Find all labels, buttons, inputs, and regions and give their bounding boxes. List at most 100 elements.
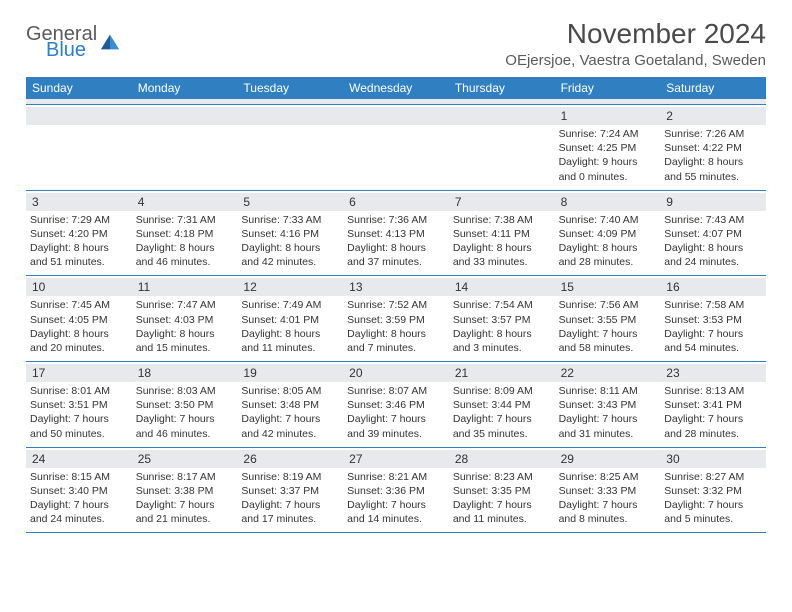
sunrise-line: Sunrise: 8:15 AM [30, 470, 128, 484]
dow-cell: Thursday [449, 77, 555, 99]
day-cell: 9Sunrise: 7:43 AMSunset: 4:07 PMDaylight… [660, 191, 766, 276]
sunset-line: Sunset: 4:18 PM [136, 227, 234, 241]
day-number: 3 [26, 193, 132, 211]
dow-cell: Monday [132, 77, 238, 99]
sunset-line: Sunset: 3:33 PM [559, 484, 657, 498]
daylight-line1: Daylight: 8 hours [30, 327, 128, 341]
daylight-line1: Daylight: 7 hours [559, 498, 657, 512]
sunrise-line: Sunrise: 8:01 AM [30, 384, 128, 398]
daylight-line2: and 42 minutes. [241, 255, 339, 269]
day-number: 5 [237, 193, 343, 211]
day-number: 12 [237, 278, 343, 296]
sunset-line: Sunset: 3:40 PM [30, 484, 128, 498]
day-number: 16 [660, 278, 766, 296]
daylight-line1: Daylight: 7 hours [559, 412, 657, 426]
location-subtitle: OEjersjoe, Vaestra Goetaland, Sweden [505, 52, 766, 69]
day-number: 30 [660, 450, 766, 468]
daylight-line1: Daylight: 7 hours [559, 327, 657, 341]
day-cell: 5Sunrise: 7:33 AMSunset: 4:16 PMDaylight… [237, 191, 343, 276]
day-cell: 12Sunrise: 7:49 AMSunset: 4:01 PMDayligh… [237, 276, 343, 361]
week-row: 17Sunrise: 8:01 AMSunset: 3:51 PMDayligh… [26, 362, 766, 448]
daylight-line2: and 7 minutes. [347, 341, 445, 355]
sunrise-line: Sunrise: 8:23 AM [453, 470, 551, 484]
day-cell: 30Sunrise: 8:27 AMSunset: 3:32 PMDayligh… [660, 448, 766, 533]
sunrise-line: Sunrise: 8:03 AM [136, 384, 234, 398]
sunrise-line: Sunrise: 7:45 AM [30, 298, 128, 312]
day-number: 11 [132, 278, 238, 296]
day-cell: 22Sunrise: 8:11 AMSunset: 3:43 PMDayligh… [555, 362, 661, 447]
daylight-line1: Daylight: 8 hours [347, 327, 445, 341]
daylight-line1: Daylight: 8 hours [453, 327, 551, 341]
dow-cell: Saturday [660, 77, 766, 99]
daylight-line2: and 17 minutes. [241, 512, 339, 526]
daylight-line1: Daylight: 8 hours [136, 327, 234, 341]
daylight-line1: Daylight: 7 hours [453, 498, 551, 512]
day-number: 26 [237, 450, 343, 468]
day-cell: 21Sunrise: 8:09 AMSunset: 3:44 PMDayligh… [449, 362, 555, 447]
sunset-line: Sunset: 4:20 PM [30, 227, 128, 241]
daylight-line2: and 46 minutes. [136, 255, 234, 269]
day-cell: 28 Sunrise: 8:23 AMSunset: 3:35 PMDayligh… [449, 448, 555, 533]
sunrise-line: Sunrise: 8:05 AM [241, 384, 339, 398]
week-row: 10Sunrise: 7:45 AMSunset: 4:05 PMDayligh… [26, 276, 766, 362]
brand-line2: Blue [26, 40, 97, 60]
day-cell [449, 105, 555, 190]
day-cell: 19Sunrise: 8:05 AMSunset: 3:48 PMDayligh… [237, 362, 343, 447]
daylight-line1: Daylight: 8 hours [453, 241, 551, 255]
sunset-line: Sunset: 4:03 PM [136, 313, 234, 327]
day-cell: 23Sunrise: 8:13 AMSunset: 3:41 PMDayligh… [660, 362, 766, 447]
daylight-line1: Daylight: 7 hours [347, 412, 445, 426]
day-cell [132, 105, 238, 190]
sunrise-line: Sunrise: 7:24 AM [559, 127, 657, 141]
week-row: 3Sunrise: 7:29 AMSunset: 4:20 PMDaylight… [26, 191, 766, 277]
brand-logo: General Blue [26, 24, 121, 60]
week-row: 24Sunrise: 8:15 AMSunset: 3:40 PMDayligh… [26, 448, 766, 534]
sunrise-line: Sunrise: 7:49 AM [241, 298, 339, 312]
daylight-line2: and 55 minutes. [664, 170, 762, 184]
sunrise-line: Sunrise: 7:54 AM [453, 298, 551, 312]
day-number [132, 107, 238, 125]
daylight-line2: and 11 minutes. [453, 512, 551, 526]
sunrise-line: Sunrise: 7:31 AM [136, 213, 234, 227]
sunset-line: Sunset: 3:32 PM [664, 484, 762, 498]
sunrise-line: Sunrise: 7:33 AM [241, 213, 339, 227]
day-cell: 29Sunrise: 8:25 AMSunset: 3:33 PMDayligh… [555, 448, 661, 533]
day-number [237, 107, 343, 125]
day-number: 21 [449, 364, 555, 382]
daylight-line1: Daylight: 7 hours [241, 412, 339, 426]
day-cell [237, 105, 343, 190]
day-cell: 6Sunrise: 7:36 AMSunset: 4:13 PMDaylight… [343, 191, 449, 276]
daylight-line2: and 5 minutes. [664, 512, 762, 526]
day-cell: 1Sunrise: 7:24 AMSunset: 4:25 PMDaylight… [555, 105, 661, 190]
daylight-line2: and 20 minutes. [30, 341, 128, 355]
daylight-line1: Daylight: 8 hours [664, 155, 762, 169]
day-number [449, 107, 555, 125]
daylight-line1: Daylight: 8 hours [136, 241, 234, 255]
day-cell: 24Sunrise: 8:15 AMSunset: 3:40 PMDayligh… [26, 448, 132, 533]
daylight-line2: and 50 minutes. [30, 427, 128, 441]
sunset-line: Sunset: 4:07 PM [664, 227, 762, 241]
sunset-line: Sunset: 3:35 PM [453, 484, 551, 498]
daylight-line2: and 37 minutes. [347, 255, 445, 269]
sunrise-line: Sunrise: 7:40 AM [559, 213, 657, 227]
sunrise-line: Sunrise: 7:36 AM [347, 213, 445, 227]
day-cell: 18Sunrise: 8:03 AMSunset: 3:50 PMDayligh… [132, 362, 238, 447]
daylight-line1: Daylight: 7 hours [241, 498, 339, 512]
sunrise-line: Sunrise: 7:52 AM [347, 298, 445, 312]
daylight-line2: and 35 minutes. [453, 427, 551, 441]
day-cell: 17Sunrise: 8:01 AMSunset: 3:51 PMDayligh… [26, 362, 132, 447]
calendar: SundayMondayTuesdayWednesdayThursdayFrid… [26, 77, 766, 533]
daylight-line2: and 11 minutes. [241, 341, 339, 355]
sunrise-line: Sunrise: 8:07 AM [347, 384, 445, 398]
day-cell: 26Sunrise: 8:19 AMSunset: 3:37 PMDayligh… [237, 448, 343, 533]
sunset-line: Sunset: 3:55 PM [559, 313, 657, 327]
week-row: 1Sunrise: 7:24 AMSunset: 4:25 PMDaylight… [26, 105, 766, 191]
daylight-line1: Daylight: 7 hours [30, 412, 128, 426]
day-number: 25 [132, 450, 238, 468]
daylight-line2: and 24 minutes. [664, 255, 762, 269]
day-number: 28 [449, 450, 555, 468]
daylight-line2: and 3 minutes. [453, 341, 551, 355]
day-number [26, 107, 132, 125]
sunrise-line: Sunrise: 8:27 AM [664, 470, 762, 484]
daylight-line1: Daylight: 8 hours [664, 241, 762, 255]
